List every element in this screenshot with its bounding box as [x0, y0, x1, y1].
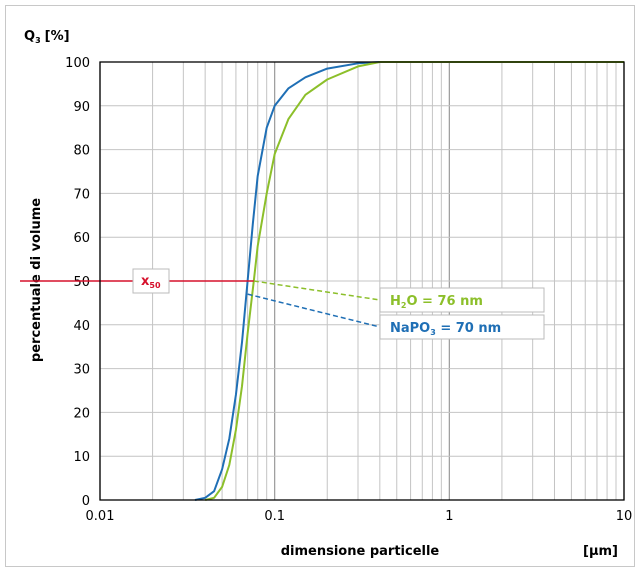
y-tick-label: 40: [73, 319, 90, 334]
x50-label-box: [132, 268, 170, 294]
series-lines: [194, 61, 624, 501]
x50-label: x50: [132, 268, 170, 294]
x-tick-labels: 0.01 0.1 1 10: [86, 509, 633, 524]
h2o-annotation: H2O = 76 nm: [379, 287, 545, 313]
x-tick-label: 1: [445, 509, 453, 524]
x50-label-text: x50: [141, 274, 161, 290]
annotation-leader-line: [247, 293, 381, 328]
y-tick-label: 70: [73, 187, 90, 202]
h2o-label-box: [379, 287, 545, 313]
plot-border: [99, 61, 625, 501]
series-line-1: [204, 61, 624, 501]
annotation-leader-line: [253, 280, 381, 301]
napo3-annotation: NaPO3 = 70 nm: [379, 314, 545, 340]
y-tick-label: 0: [82, 494, 90, 509]
y-axis-label: percentuale di volume: [29, 198, 44, 362]
x-tick-label: 10: [616, 509, 633, 524]
y-tick-label: 90: [73, 100, 90, 115]
h2o-label-text: H2O = 76 nm: [390, 294, 483, 310]
x-axis-unit: [µm]: [583, 544, 618, 559]
y-tick-label: 80: [73, 144, 90, 159]
y-tick-label: 50: [73, 275, 90, 290]
series-line-0: [194, 61, 624, 501]
x-axis-label: dimensione particelle: [281, 544, 440, 559]
y-tick-labels: 0 10 20 30 40 50 60 70 80 90 100: [65, 56, 90, 509]
x-tick-label: 0.01: [86, 509, 115, 524]
napo3-label-text: NaPO3 = 70 nm: [390, 321, 501, 337]
y-tick-label: 10: [73, 450, 90, 465]
y-tick-label: 20: [73, 406, 90, 421]
y-tick-label: 30: [73, 363, 90, 378]
napo3-label-box: [379, 314, 545, 340]
grid: [99, 61, 625, 501]
y-tick-label: 100: [65, 56, 90, 71]
y-tick-label: 60: [73, 231, 90, 246]
x-tick-label: 0.1: [264, 509, 285, 524]
y-axis-top-label: Q3 [%]: [24, 29, 70, 45]
chart-frame: [5, 5, 635, 567]
